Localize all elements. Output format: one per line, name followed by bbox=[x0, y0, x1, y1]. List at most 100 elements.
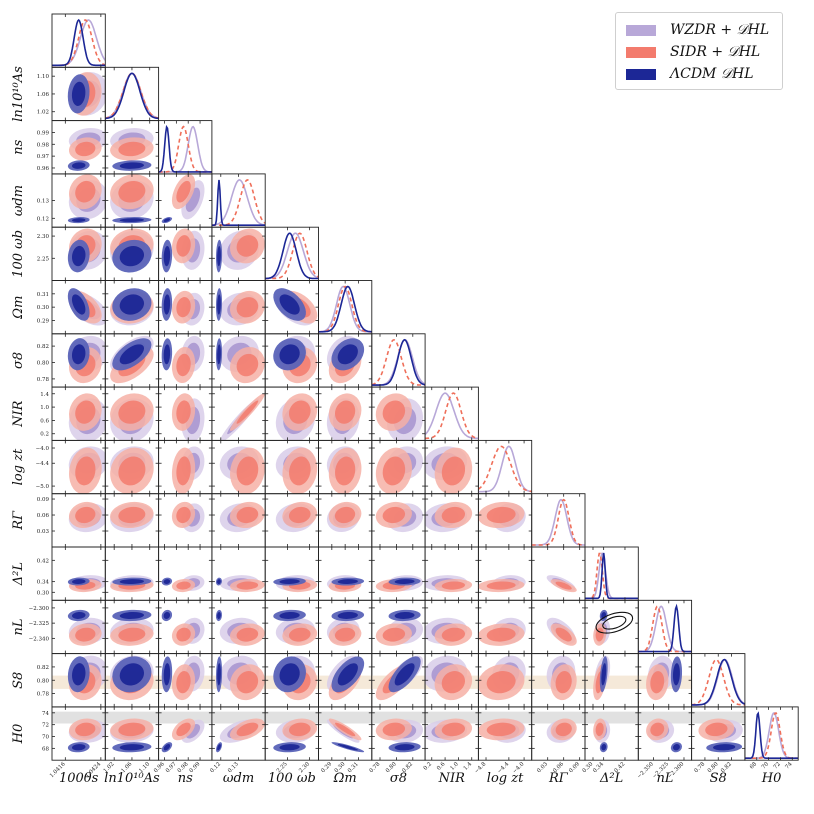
band-s8 bbox=[585, 675, 639, 689]
panel-l-ln10as bbox=[104, 546, 160, 601]
contour-inner-sidrdhl bbox=[486, 506, 516, 524]
contour-inner-sidrdhl bbox=[236, 581, 259, 590]
contour-inner-cdmdhl bbox=[337, 611, 358, 619]
panel-l-ns bbox=[158, 546, 213, 601]
panel-8-100b bbox=[264, 333, 319, 388]
contour-inner-sidrdhl bbox=[118, 722, 146, 737]
panel-content bbox=[375, 393, 424, 441]
contour-inner-sidrdhl bbox=[176, 297, 191, 318]
contour-inner-cdmdhl bbox=[119, 612, 145, 619]
panel-logzt-logzt bbox=[477, 439, 533, 495]
panel-content bbox=[161, 228, 205, 273]
contour-inner-sidrdhl bbox=[335, 722, 356, 737]
panel-nl-ln10as bbox=[104, 599, 160, 655]
contour-inner-cdmdhl bbox=[337, 744, 358, 751]
panel-content bbox=[371, 338, 426, 386]
marginal-sidrdhl bbox=[265, 232, 319, 280]
panel-content bbox=[67, 575, 106, 593]
panel-content bbox=[275, 446, 318, 494]
panel-content bbox=[326, 501, 362, 533]
contour-inner-sidrdhl bbox=[288, 400, 311, 424]
x-axis-label-logzt: log zt bbox=[487, 771, 524, 786]
x-tick-label: 0.09 bbox=[568, 761, 581, 774]
panel-h0-l: 0.300.34 0.42 bbox=[582, 706, 639, 774]
panel-s8-8 bbox=[371, 653, 426, 708]
y-tick-label: 2.30 bbox=[37, 234, 50, 240]
panel-content bbox=[67, 288, 106, 326]
panel-frame bbox=[584, 546, 639, 601]
panel-content bbox=[425, 392, 479, 440]
contour-inner-sidrdhl bbox=[382, 627, 406, 642]
contour-inner-sidrdhl bbox=[289, 456, 311, 486]
marginal-wzdrdhl bbox=[158, 125, 212, 173]
panel-nl-nl bbox=[637, 599, 693, 655]
contour-inner-sidrdhl bbox=[382, 456, 406, 486]
x-tick-label: 0.29 bbox=[320, 761, 333, 774]
contour-inner-cdmdhl bbox=[119, 744, 145, 751]
x-tick-label: 74 bbox=[784, 761, 794, 771]
panel-content bbox=[275, 393, 318, 441]
panel-nl-logzt bbox=[477, 599, 533, 655]
panel-frame bbox=[51, 546, 106, 601]
y-axis-label-s8: S8 bbox=[11, 672, 26, 689]
panel-ns-ln10as bbox=[104, 120, 160, 175]
contour-inner-sidrdhl bbox=[555, 722, 572, 737]
panel-content bbox=[531, 711, 585, 743]
panel-content bbox=[211, 655, 266, 701]
contour-inner-sidrdhl bbox=[382, 722, 406, 737]
contour-inner-sidrdhl bbox=[176, 180, 191, 203]
panel-nir-100b bbox=[264, 386, 319, 441]
x-tick-label: 0.03 bbox=[536, 761, 549, 774]
y-tick-label: 0.06 bbox=[37, 513, 50, 519]
marginal-sidrdhl bbox=[105, 72, 159, 119]
panel-content bbox=[638, 655, 692, 701]
panel-content bbox=[326, 609, 365, 646]
panel-dm-ln10as bbox=[104, 173, 160, 228]
y-tick-label: 0.80 bbox=[37, 361, 50, 367]
panel-s8-100s: 0.78 0.80 0.82 bbox=[37, 653, 106, 708]
panel-content bbox=[219, 446, 265, 494]
x-tick-label: 0.30 bbox=[582, 761, 595, 774]
y-tick-label: 0.82 bbox=[37, 665, 49, 671]
contour-inner-sidrdhl bbox=[334, 627, 356, 642]
panel-content bbox=[110, 609, 154, 646]
panel-content bbox=[585, 655, 639, 701]
y-tick-label: 0.82 bbox=[37, 344, 49, 350]
panel-nir-ns bbox=[158, 386, 213, 441]
contour-inner-sidrdhl bbox=[75, 456, 96, 486]
panel-content bbox=[52, 18, 106, 67]
panel-content bbox=[215, 335, 265, 384]
legend: WZDR + 𝒟HL SIDR + 𝒟HL ΛCDM 𝒟HL bbox=[615, 12, 783, 90]
panel-content bbox=[161, 174, 205, 224]
contour-inner-sidrdhl bbox=[118, 627, 146, 642]
contour-inner-sidrdhl bbox=[236, 627, 259, 642]
panel-logzt-ln10as bbox=[104, 439, 160, 495]
prior-contour-inner bbox=[602, 615, 627, 630]
marginal-cdmdhl bbox=[691, 658, 745, 706]
y-tick-label: −2.300 bbox=[29, 606, 50, 612]
x-tick-label: 0.6 bbox=[436, 761, 447, 772]
panel-nl-dm bbox=[211, 599, 266, 655]
contour-inner-cdmdhl bbox=[337, 663, 358, 686]
contour-inner-sidrdhl bbox=[236, 671, 259, 694]
panel-content bbox=[105, 711, 159, 753]
contour-inner-sidrdhl bbox=[441, 456, 466, 486]
panel-content bbox=[425, 575, 473, 593]
panel-content bbox=[318, 711, 372, 753]
panel-content bbox=[375, 446, 424, 494]
band-h0 bbox=[52, 711, 106, 724]
marginal-cdmdhl bbox=[211, 179, 266, 226]
panel-8-100s: 0.78 0.80 0.82 bbox=[37, 333, 106, 388]
panel-l-8 bbox=[371, 546, 426, 601]
contour-inner-cdmdhl bbox=[71, 294, 86, 315]
panel-content bbox=[531, 498, 585, 546]
legend-swatch-lcdm bbox=[626, 68, 656, 80]
panel-content bbox=[375, 575, 424, 593]
panel-content bbox=[110, 393, 154, 441]
contour-inner-cdmdhl bbox=[119, 294, 145, 315]
contour-inner-cdmdhl bbox=[119, 246, 145, 267]
x-tick-label: 72 bbox=[773, 761, 782, 770]
panel-logzt-nir bbox=[424, 439, 479, 495]
panel-content bbox=[265, 232, 319, 280]
contour-inner-sidrdhl bbox=[118, 141, 146, 157]
